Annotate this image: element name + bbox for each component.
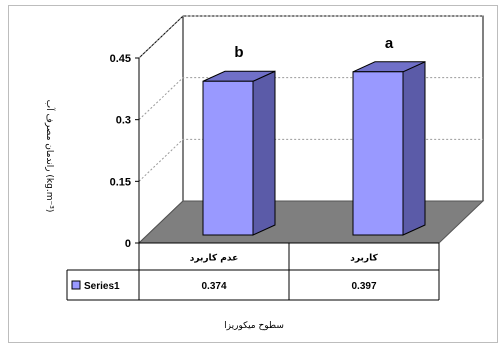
table-value: 0.374 [201,281,226,292]
data-labels: ba [234,35,393,61]
floor-plane [137,200,485,244]
table-value: 0.397 [351,281,376,292]
bar-side [402,61,426,236]
x-axis-label: سطوح میکوریزا [224,321,284,331]
bar-chart: 00.150.30.45 عدم کاربرد کاربرد ba 0.374 0.… [44,14,485,331]
bar-side [252,70,276,236]
x-category-label: عدم کاربرد [190,254,238,264]
y-axis-ticks: 0 0.15 0.3 0.45 [110,53,139,250]
y-tick-label: 0.45 [110,53,131,65]
legend-series-name: Series1 [84,281,120,292]
data-label: a [385,35,394,52]
bar [352,71,404,236]
data-table: 0.374 0.397 Series1 [66,242,440,301]
x-category-label: کاربرد [350,254,378,264]
y-tick-label: 0.15 [110,176,131,188]
legend-swatch [71,280,81,290]
y-axis-label: راندمان مصرف آب (kg.m⁻³) [44,100,56,213]
gridline [138,15,483,59]
y-tick-label: 0.3 [116,115,131,127]
x-axis-categories: عدم کاربرد کاربرد [190,254,379,264]
y-tick-label: 0 [125,238,131,250]
bar [202,80,254,236]
bars [202,61,426,236]
data-label: b [234,44,243,61]
